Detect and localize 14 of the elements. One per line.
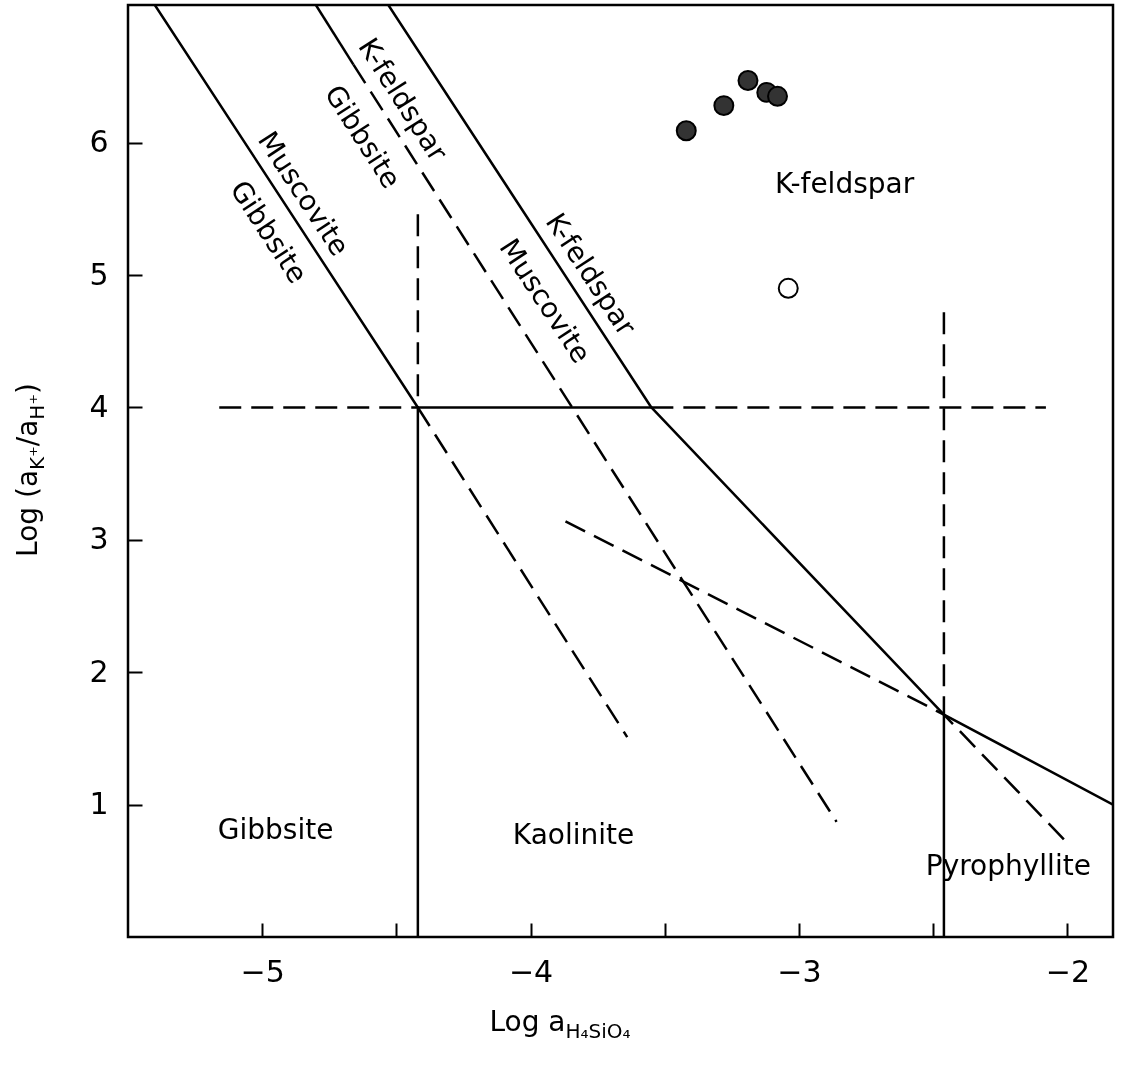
- x-tick-label: −2: [1045, 953, 1090, 989]
- y-tick-label: 5: [89, 256, 109, 292]
- y-tick-label: 2: [89, 653, 109, 689]
- x-tick-label: −5: [240, 953, 285, 989]
- y-tick-label: 3: [89, 521, 109, 557]
- y-tick-label: 4: [89, 388, 109, 424]
- annotation: Kaolinite: [512, 818, 635, 852]
- annotation: Gibbsite: [217, 813, 334, 847]
- x-tick-label: −3: [777, 953, 822, 989]
- annotation: K-feldspar: [775, 167, 915, 201]
- y-tick-label: 1: [89, 786, 109, 822]
- x-tick-label: −4: [508, 953, 554, 989]
- x-axis-title: Log a$_{H₄SiO₄}$: [489, 1005, 631, 1043]
- y-tick-label: 6: [89, 124, 109, 160]
